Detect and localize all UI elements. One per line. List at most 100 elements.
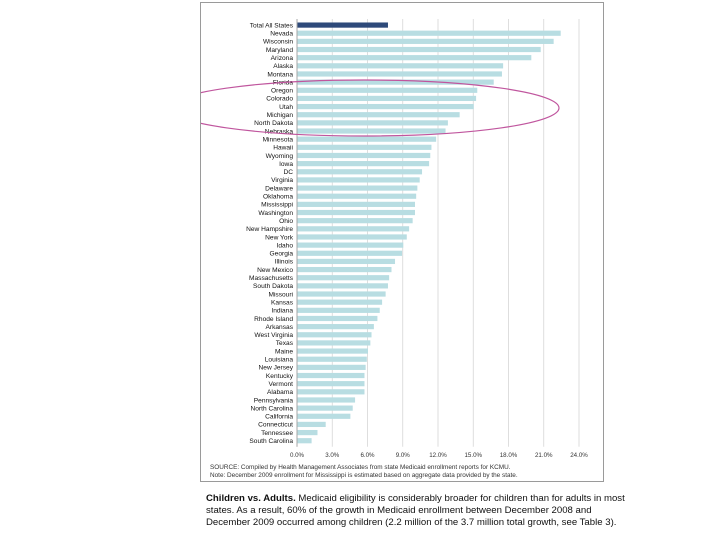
category-labels: Total All StatesNevadaWisconsinMarylandA…	[246, 22, 294, 445]
highlight-ellipse	[201, 79, 560, 137]
category-label: Texas	[276, 340, 294, 347]
category-label: Nevada	[270, 31, 293, 38]
bar	[297, 55, 532, 61]
bar	[297, 120, 448, 126]
bar	[297, 144, 432, 150]
x-tick-label: 6.0%	[360, 452, 375, 459]
category-label: Vermont	[268, 381, 293, 388]
bar	[297, 324, 374, 330]
bar	[297, 340, 371, 346]
bar	[297, 30, 561, 36]
category-label: New Mexico	[257, 267, 293, 274]
bar	[297, 372, 365, 379]
bar	[297, 71, 502, 77]
bar	[297, 152, 431, 159]
bar	[297, 291, 386, 297]
category-label: Missouri	[268, 291, 293, 298]
category-label: Delaware	[265, 185, 293, 192]
bar	[297, 38, 554, 44]
category-label: Colorado	[266, 96, 293, 103]
category-label: California	[265, 414, 293, 421]
category-label: Mississippi	[261, 202, 293, 209]
bar	[297, 136, 437, 142]
bar	[297, 234, 407, 240]
category-label: Utah	[279, 104, 293, 111]
category-label: DC	[283, 169, 293, 176]
bar	[297, 201, 415, 207]
category-label: Louisiana	[265, 357, 294, 364]
bar	[297, 397, 356, 403]
category-label: Arkansas	[266, 324, 294, 331]
category-label: Michigan	[267, 112, 294, 119]
category-label: South Dakota	[253, 283, 293, 290]
category-label: Maine	[275, 348, 293, 355]
x-tick-labels: 0.0% 3.0% 6.0% 9.0% 12.0% 15.0% 18.0% 21.0% 24.0…	[290, 452, 588, 459]
category-label: Oregon	[271, 88, 293, 95]
bar	[297, 169, 423, 175]
bar	[297, 87, 478, 93]
bar	[297, 266, 392, 273]
x-tick-label: 0.0%	[290, 452, 305, 459]
category-label: Hawaii	[273, 145, 293, 152]
bar	[297, 250, 403, 256]
bar	[297, 193, 417, 199]
bar	[297, 226, 410, 232]
category-label: Rhode Island	[254, 316, 293, 323]
x-tick-label: 21.0%	[535, 452, 553, 459]
bar	[297, 307, 380, 313]
bar	[297, 46, 541, 53]
bar	[297, 381, 365, 387]
category-label: Alaska	[273, 63, 293, 70]
source-note: SOURCE: Compiled by Health Management As…	[210, 464, 511, 471]
category-label: Indiana	[271, 308, 293, 315]
bar	[297, 283, 388, 289]
category-label: North Dakota	[254, 120, 293, 127]
bar	[297, 332, 372, 338]
x-tick-label: 15.0%	[464, 452, 482, 459]
bar	[297, 299, 383, 305]
category-label: Illinois	[275, 259, 294, 266]
chart-frame: Total All States Nevada Wisconsin Maryland A…	[200, 2, 604, 482]
bar	[297, 242, 404, 248]
category-label: Pennsylvania	[254, 397, 294, 404]
bar	[297, 112, 460, 118]
bar	[297, 258, 396, 265]
category-label: Minnesota	[263, 136, 294, 143]
bar	[297, 364, 366, 370]
x-tick-label: 24.0%	[570, 452, 588, 459]
bar	[297, 421, 326, 428]
category-label: Wisconsin	[263, 39, 293, 46]
category-label: Nebraska	[265, 128, 294, 135]
category-label: Kansas	[271, 299, 294, 306]
bar	[297, 161, 430, 167]
category-label: West Virginia	[254, 332, 293, 339]
body-lead: Children vs. Adults.	[206, 493, 296, 504]
category-label: Idaho	[276, 242, 293, 249]
bar	[297, 63, 504, 69]
footnote: Note: December 2009 enrollment for Missi…	[210, 472, 518, 479]
bar	[297, 128, 446, 134]
bar	[297, 79, 494, 85]
bar	[297, 429, 318, 436]
bar	[297, 348, 368, 354]
bar	[297, 95, 477, 102]
bars	[297, 22, 561, 444]
bar	[297, 315, 378, 322]
bar	[297, 389, 365, 395]
category-label: Washington	[258, 210, 293, 217]
bar	[297, 218, 413, 224]
bar	[297, 275, 390, 281]
category-label: Maryland	[266, 47, 293, 54]
category-label: Wyoming	[266, 153, 294, 160]
category-label: Total All States	[250, 22, 294, 29]
bar	[297, 413, 351, 419]
bar	[297, 185, 418, 191]
bar-chart: Total All StatesNevadaWisconsinMarylandA…	[201, 19, 588, 459]
category-label: Arizona	[271, 55, 294, 62]
body-paragraph: Children vs. Adults. Medicaid eligibilit…	[206, 493, 636, 529]
category-label: Ohio	[279, 218, 293, 225]
category-label: Virginia	[271, 177, 293, 184]
category-label: North Carolina	[250, 405, 293, 412]
bar	[297, 103, 474, 110]
category-label: Massachusetts	[249, 275, 294, 282]
